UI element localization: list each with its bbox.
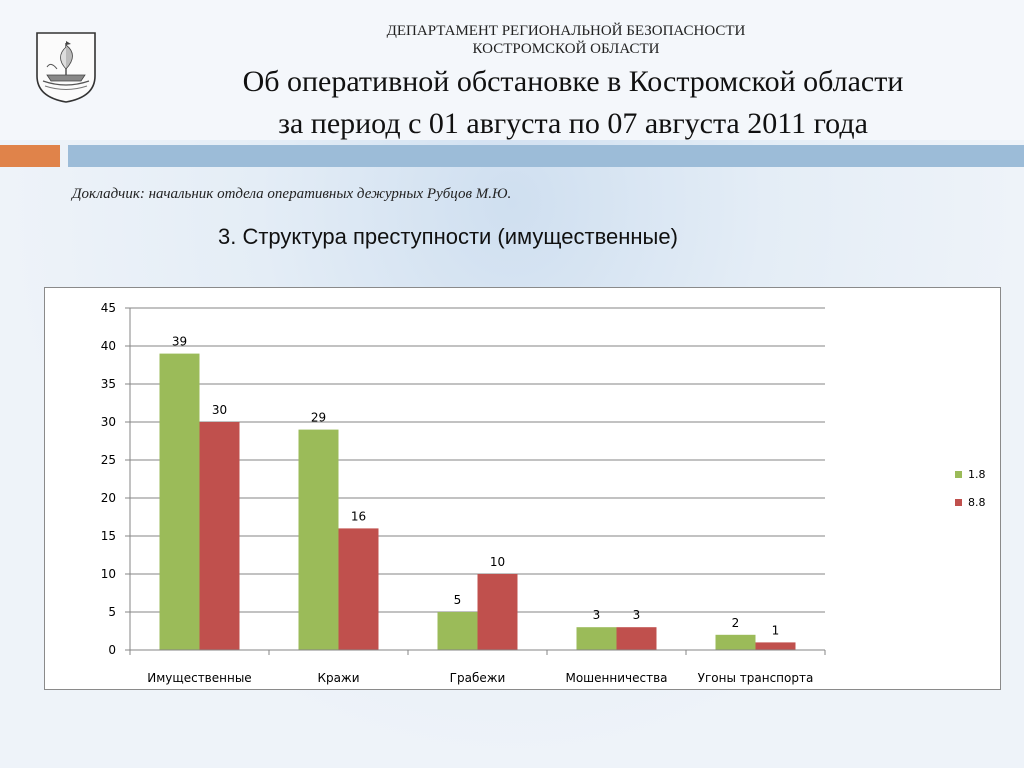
- category-label: Кражи: [317, 671, 359, 685]
- legend-label: 1.8: [968, 468, 986, 481]
- bar: [616, 627, 657, 650]
- legend-swatch: [955, 499, 962, 506]
- data-label: 10: [490, 555, 505, 569]
- bar: [298, 429, 339, 650]
- data-label: 3: [633, 608, 641, 622]
- department-line-1: ДЕПАРТАМЕНТ РЕГИОНАЛЬНОЙ БЕЗОПАСНОСТИ: [386, 23, 746, 39]
- header-area: [0, 0, 1024, 140]
- y-tick-label: 40: [101, 339, 116, 353]
- legend-swatch: [955, 471, 962, 478]
- y-tick-label: 45: [101, 301, 116, 315]
- y-tick-label: 5: [108, 605, 116, 619]
- data-label: 30: [212, 403, 227, 417]
- y-tick-label: 10: [101, 567, 116, 581]
- bar: [338, 528, 379, 650]
- data-label: 1: [772, 623, 780, 637]
- y-tick-label: 0: [108, 643, 116, 657]
- data-label: 16: [351, 509, 366, 523]
- category-label: Грабежи: [450, 671, 506, 685]
- category-label: Мошенничества: [565, 671, 667, 685]
- legend-label: 8.8: [968, 496, 986, 509]
- y-tick-label: 15: [101, 529, 116, 543]
- bar: [159, 353, 200, 650]
- bar: [477, 574, 518, 650]
- category-label: Имущественные: [147, 671, 251, 685]
- reporter-text: Докладчик: начальник отдела оперативных …: [72, 186, 512, 202]
- y-tick-label: 20: [101, 491, 116, 505]
- data-label: 5: [454, 593, 462, 607]
- y-tick-label: 25: [101, 453, 116, 467]
- slide-title-line-1: Об оперативной обстановке в Костромской …: [242, 65, 904, 98]
- data-label: 3: [593, 608, 601, 622]
- chart-subtitle: 3. Структура преступности (имущественные…: [218, 224, 678, 249]
- bar: [437, 612, 478, 650]
- accent-bar-orange: [0, 145, 60, 167]
- y-tick-label: 30: [101, 415, 116, 429]
- coat-of-arms-logo: [36, 32, 96, 103]
- data-label: 2: [732, 616, 740, 630]
- bar: [576, 627, 617, 650]
- department-line-2: КОСТРОМСКОЙ ОБЛАСТИ: [472, 41, 660, 57]
- y-tick-label: 35: [101, 377, 116, 391]
- bar: [199, 422, 240, 650]
- slide-title-line-2: за период с 01 августа по 07 августа 201…: [278, 107, 868, 140]
- accent-bar-blue: [68, 145, 1024, 167]
- category-label: Угоны транспорта: [698, 671, 814, 685]
- chart-area: 0 5 10 15 20 25 30 35 40 45 Имущественные 39 30 Кражи…: [44, 287, 1001, 690]
- bar: [755, 642, 796, 650]
- data-label: 29: [311, 411, 326, 425]
- data-label: 39: [172, 335, 187, 349]
- bar: [715, 634, 756, 650]
- bar-chart: 051015202530354045Имущественные3930Кражи…: [101, 301, 986, 685]
